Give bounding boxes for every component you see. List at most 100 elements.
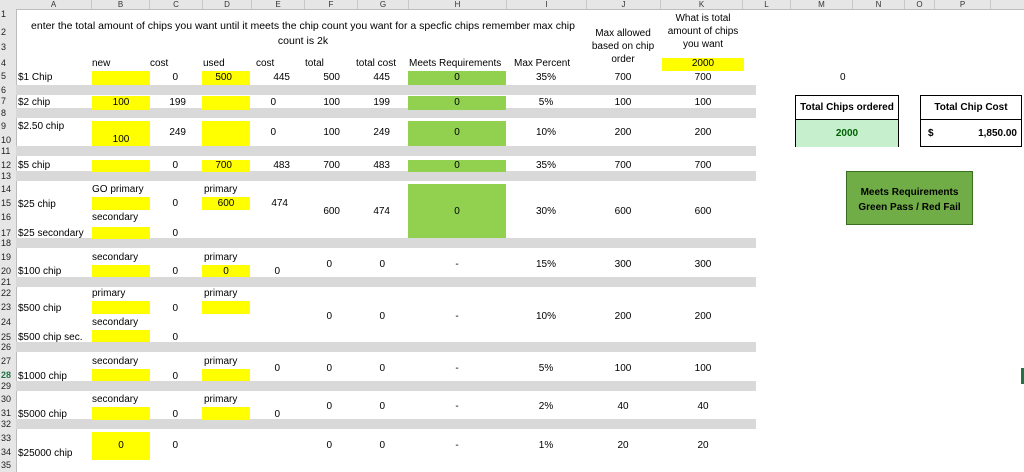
total-cost-cell[interactable]: 0: [379, 401, 385, 412]
input-new-25[interactable]: [92, 197, 150, 210]
used-cost-cell[interactable]: 0: [270, 127, 276, 138]
column-header-c[interactable]: C: [150, 0, 203, 9]
new-cell[interactable]: 100: [112, 134, 130, 145]
max-percent-cell[interactable]: 10%: [535, 127, 556, 138]
row-header-5[interactable]: 5: [1, 71, 7, 81]
used-cost-cell[interactable]: 0: [274, 409, 280, 420]
row-header-3[interactable]: 3: [1, 42, 7, 52]
max-allowed-cell[interactable]: 100: [614, 363, 632, 374]
max-percent-cell[interactable]: 35%: [535, 160, 556, 171]
row-header-24[interactable]: 24: [1, 317, 12, 327]
max-percent-cell[interactable]: 35%: [535, 72, 556, 83]
column-header-k[interactable]: K: [661, 0, 743, 9]
input-used-5000[interactable]: [202, 407, 250, 420]
column-header-g[interactable]: G: [358, 0, 409, 9]
max-allowed-cell[interactable]: 100: [614, 97, 632, 108]
total-wanted-cell[interactable]: 40: [697, 401, 709, 412]
used-cost-cell[interactable]: 483: [273, 160, 290, 171]
row-header-31[interactable]: 31: [1, 408, 12, 418]
row-header-9[interactable]: 9: [1, 121, 7, 131]
used-cost-cell[interactable]: 0: [274, 266, 280, 277]
column-header-p[interactable]: P: [935, 0, 991, 9]
input-new-25000[interactable]: [92, 432, 150, 460]
used-cost-cell[interactable]: 0: [274, 363, 280, 374]
max-allowed-cell[interactable]: 20: [617, 440, 629, 451]
input-new-5[interactable]: [92, 160, 150, 172]
max-percent-cell[interactable]: 1%: [538, 440, 554, 451]
row-header-23[interactable]: 23: [1, 302, 12, 312]
input-used-2[interactable]: [202, 96, 250, 110]
used-cell[interactable]: 700: [215, 160, 232, 171]
total-cost-cell[interactable]: 249: [373, 127, 390, 138]
total-wanted-cell[interactable]: 300: [694, 259, 712, 270]
row-header-33[interactable]: 33: [1, 433, 12, 443]
total-cost-cell[interactable]: 0: [379, 440, 385, 451]
total-chip-cost-value[interactable]: 1,850.00: [978, 128, 1017, 139]
row-header-34[interactable]: 34: [1, 447, 12, 457]
max-allowed-cell[interactable]: 200: [614, 311, 632, 322]
row-header-20[interactable]: 20: [1, 266, 12, 276]
input-used-1000[interactable]: [202, 369, 250, 381]
used-cell[interactable]: 500: [215, 72, 232, 83]
max-allowed-cell[interactable]: 200: [614, 127, 632, 138]
total-wanted-cell[interactable]: 200: [694, 311, 712, 322]
total-cell[interactable]: 100: [323, 127, 340, 138]
input-new-250[interactable]: [92, 121, 150, 146]
total-cell[interactable]: 700: [323, 160, 340, 171]
row-header-10[interactable]: 10: [1, 135, 12, 145]
total-wanted-cell[interactable]: 700: [694, 72, 712, 83]
column-header-q[interactable]: Q: [991, 0, 1024, 9]
row-header-13[interactable]: 13: [1, 171, 12, 181]
total-wanted-cell[interactable]: 200: [694, 127, 712, 138]
column-header-o[interactable]: O: [905, 0, 935, 9]
row-header-28[interactable]: 28: [1, 370, 12, 380]
column-header-h[interactable]: H: [409, 0, 507, 9]
max-percent-cell[interactable]: 5%: [538, 97, 554, 108]
input-used-25[interactable]: [202, 197, 250, 210]
cost-cell[interactable]: 249: [169, 127, 186, 138]
max-allowed-cell[interactable]: 700: [614, 160, 632, 171]
total-cell[interactable]: 600: [323, 206, 340, 217]
row-header-12[interactable]: 12: [1, 160, 12, 170]
input-used-100[interactable]: [202, 265, 250, 277]
row-header-7[interactable]: 7: [1, 96, 7, 106]
new-cell[interactable]: 100: [112, 97, 130, 108]
input-new-5000[interactable]: [92, 407, 150, 420]
input-new-500-secondary[interactable]: [92, 330, 150, 342]
row-header-8[interactable]: 8: [1, 108, 7, 118]
used-cell[interactable]: 600: [217, 198, 235, 209]
input-new-500[interactable]: [92, 301, 150, 314]
column-header-n[interactable]: N: [853, 0, 905, 9]
max-percent-cell[interactable]: 2%: [538, 401, 554, 412]
max-allowed-cell[interactable]: 300: [614, 259, 632, 270]
total-cell[interactable]: 0: [326, 311, 332, 322]
row-header-21[interactable]: 21: [1, 277, 12, 287]
input-new-1000[interactable]: [92, 369, 150, 381]
new-cell[interactable]: 0: [118, 440, 124, 451]
column-header-f[interactable]: F: [305, 0, 358, 9]
row-header-16[interactable]: 16: [1, 212, 12, 222]
total-wanted-cell[interactable]: 100: [694, 363, 712, 374]
column-header-m[interactable]: M: [791, 0, 853, 9]
max-percent-cell[interactable]: 5%: [538, 363, 554, 374]
total-wanted-cell[interactable]: 20: [697, 440, 709, 451]
row-header-2[interactable]: 2: [1, 27, 7, 37]
used-cost-cell[interactable]: 445: [273, 72, 290, 83]
total-cell[interactable]: 100: [323, 97, 340, 108]
total-cell[interactable]: 0: [326, 363, 332, 374]
total-cost-cell[interactable]: 445: [373, 72, 390, 83]
cost-cell[interactable]: 0: [172, 303, 178, 314]
cost-cell[interactable]: 0: [172, 440, 178, 451]
max-allowed-cell[interactable]: 700: [614, 72, 632, 83]
input-used-5[interactable]: [202, 160, 250, 172]
cost-cell[interactable]: 199: [169, 97, 186, 108]
row-header-32[interactable]: 32: [1, 419, 12, 429]
row-header-11[interactable]: 11: [1, 146, 11, 156]
cost-cell[interactable]: 0: [172, 409, 178, 420]
column-header-d[interactable]: D: [203, 0, 252, 9]
row-header-4[interactable]: 4: [1, 58, 7, 68]
row-header-26[interactable]: 26: [1, 342, 12, 352]
m-cell[interactable]: 0: [840, 72, 846, 83]
total-cost-cell[interactable]: 483: [373, 160, 390, 171]
total-cost-cell[interactable]: 0: [379, 311, 385, 322]
